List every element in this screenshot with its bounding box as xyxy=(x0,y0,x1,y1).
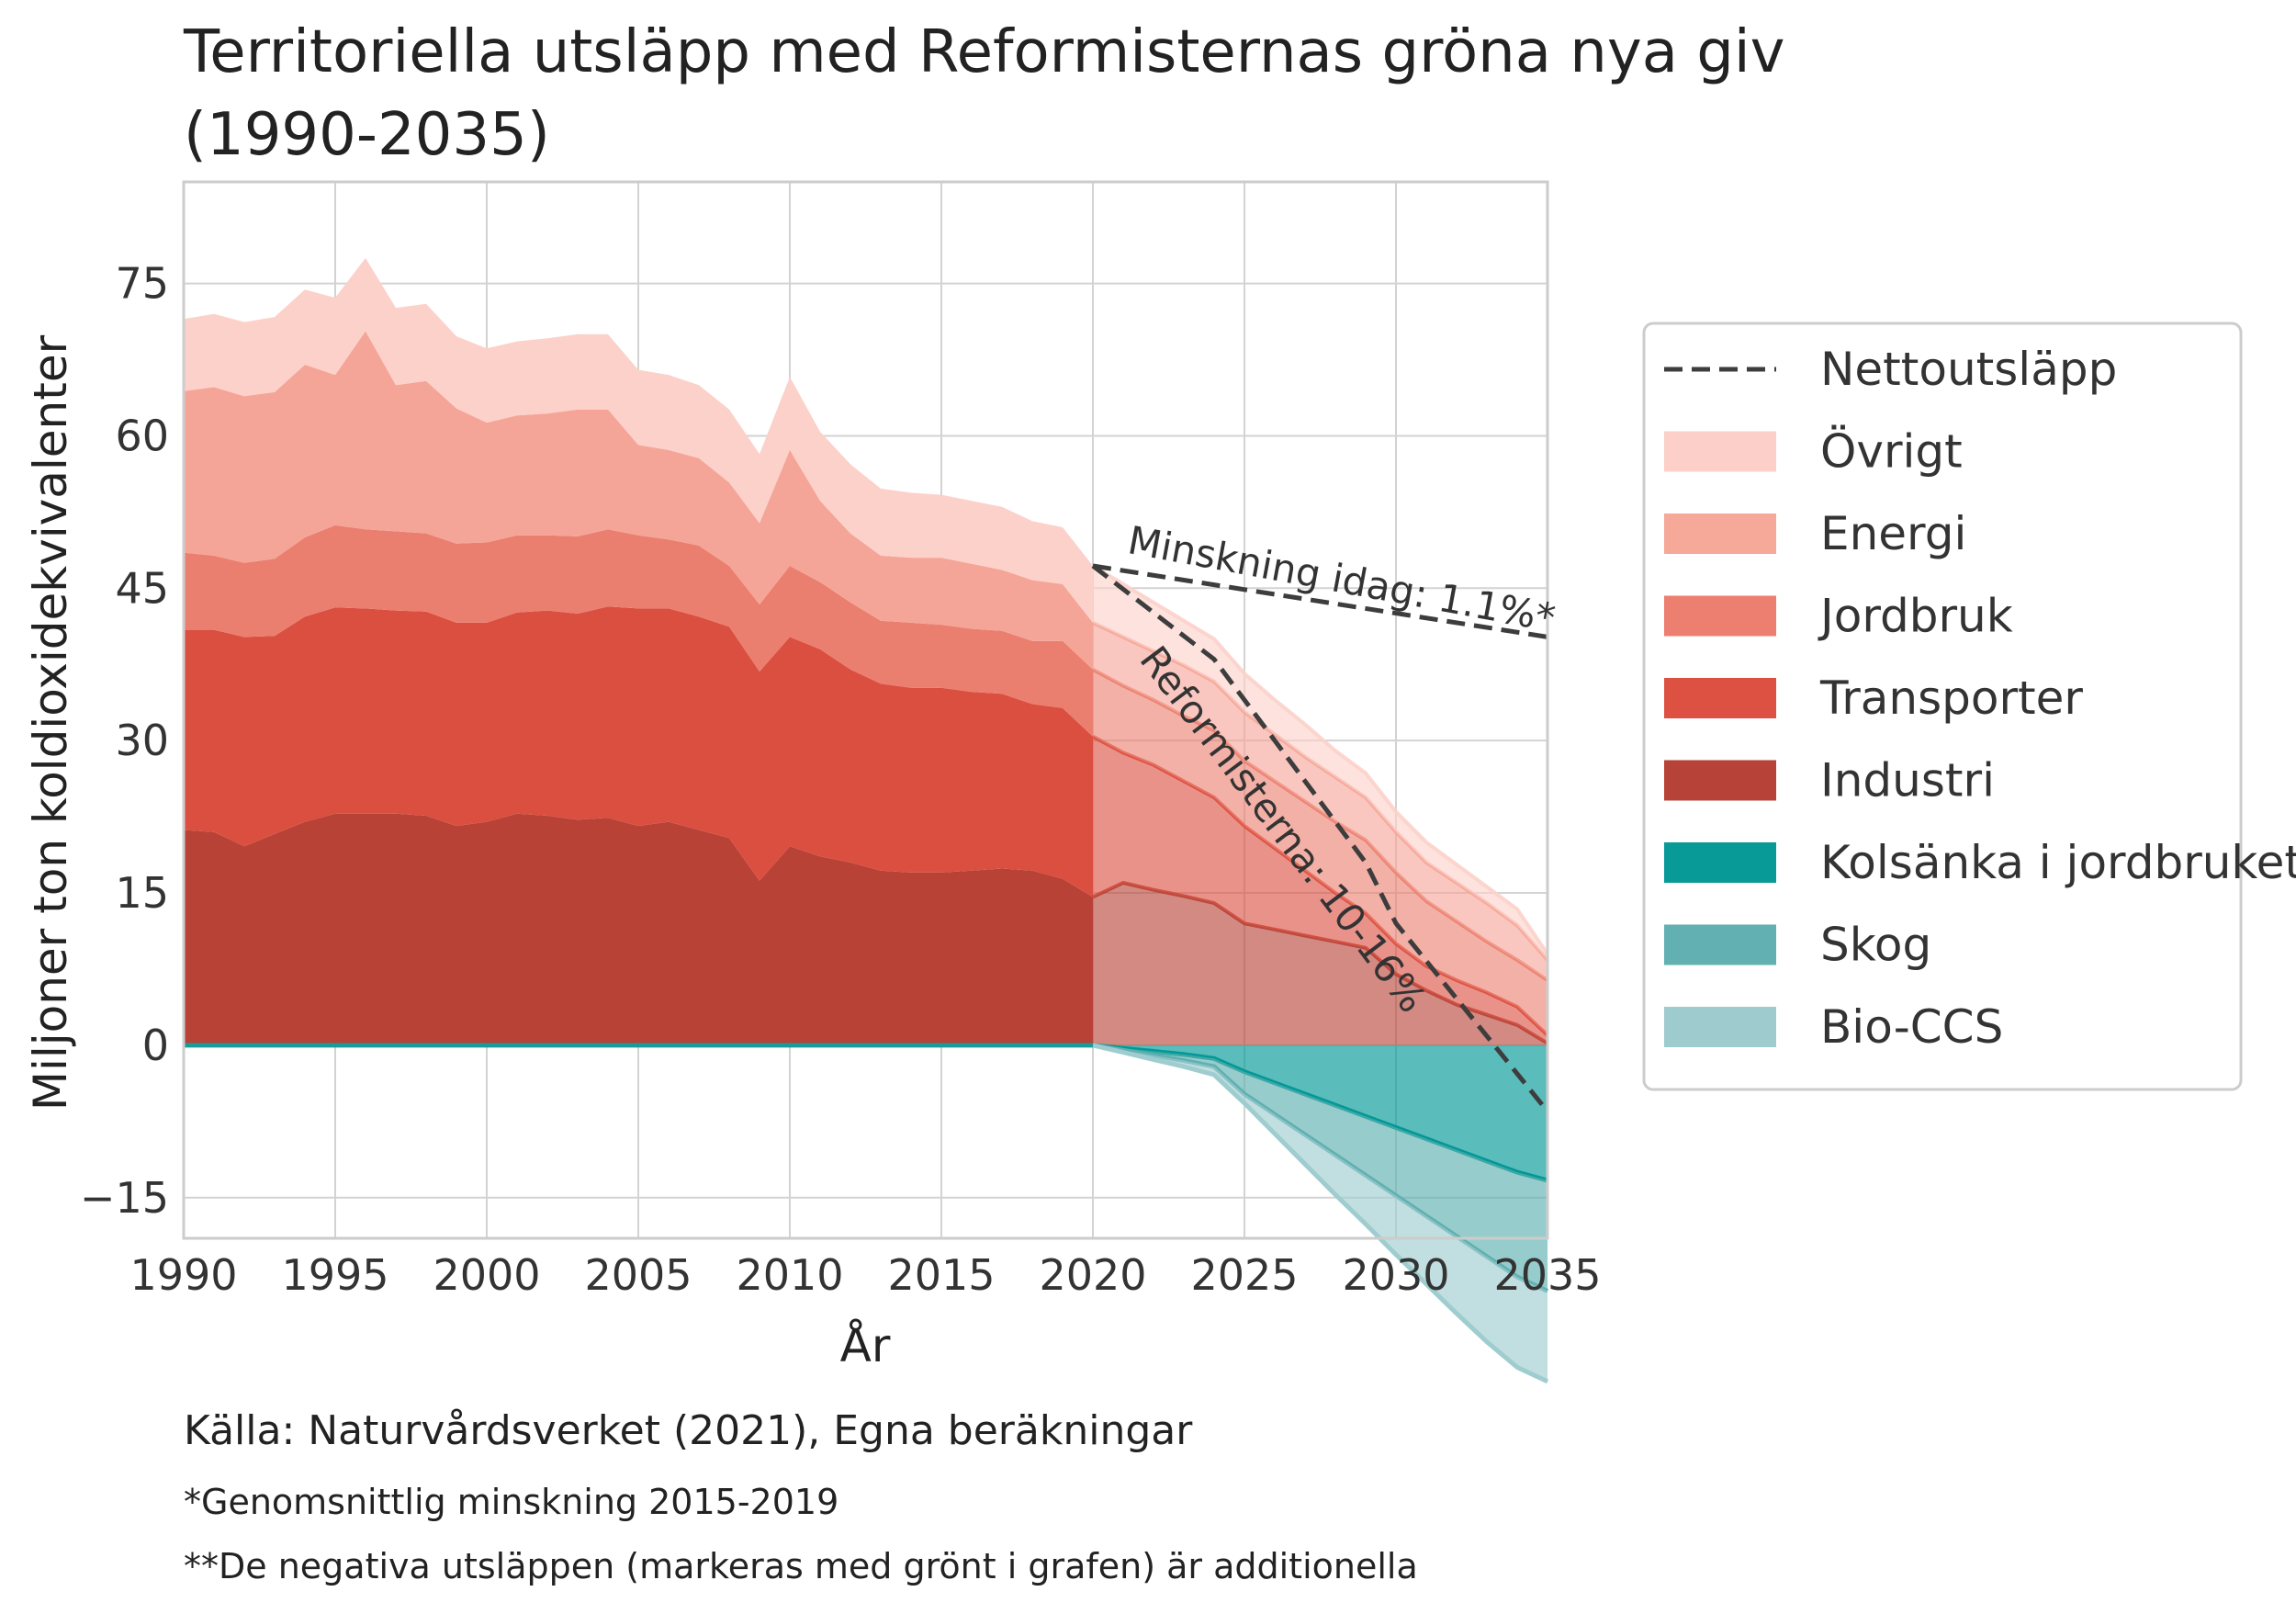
legend-swatch--vrigt xyxy=(1664,431,1776,472)
legend-label-nettoutsl-pp: Nettoutsläpp xyxy=(1820,343,2117,396)
tick-labels: 1990 1995 2000 2005 2010 2015 2020 2025 2030 2035… xyxy=(80,259,1602,1300)
projected-area-transporter xyxy=(1093,736,1548,1044)
negative-area-bio-ccs xyxy=(1093,1044,1548,1382)
x-tick-label: 2010 xyxy=(736,1250,843,1300)
legend-label-bio-ccs: Bio-CCS xyxy=(1820,1000,2003,1054)
area-energi xyxy=(184,331,1093,670)
y-tick-label: 75 xyxy=(115,259,169,309)
x-tick-label: 2005 xyxy=(584,1250,692,1300)
x-tick-label: 1990 xyxy=(129,1250,237,1300)
x-tick-label: 2030 xyxy=(1342,1250,1449,1300)
legend-swatch-kols-nka-i-jordbruket xyxy=(1664,842,1776,883)
x-tick-label: 2025 xyxy=(1190,1250,1298,1300)
projected-edge--vrigt xyxy=(1091,564,1549,955)
y-tick-label: −15 xyxy=(80,1173,169,1223)
projected-area-industri xyxy=(1093,883,1548,1045)
source-note: Källa: Naturvårdsverket (2021), Egna ber… xyxy=(184,1407,1193,1454)
chart-title: Territoriella utsläpp med Reformisternas… xyxy=(183,18,1785,86)
line-layers xyxy=(184,563,1549,1113)
plot-border xyxy=(182,180,1549,1240)
legend: Nettoutsläpp Övrigt Energi Jordbruk Transpor… xyxy=(1642,322,2296,1091)
x-tick-label: 1995 xyxy=(281,1250,388,1300)
plot-frame xyxy=(182,180,1549,1240)
y-tick-label: 45 xyxy=(115,563,169,613)
y-tick-label: 30 xyxy=(115,716,169,765)
footnote-1: *Genomsnittlig minskning 2015-2019 xyxy=(184,1482,838,1522)
legend-label-kols-nka-i-jordbruket: Kolsänka i jordbruket xyxy=(1820,836,2296,889)
trend-line-today xyxy=(1092,563,1548,639)
y-tick-label: 15 xyxy=(115,868,169,918)
x-axis-label: År xyxy=(840,1319,891,1372)
legend-swatch-transporter xyxy=(1664,678,1776,718)
area-jordbruk xyxy=(184,525,1093,737)
legend-swatch-energi xyxy=(1664,514,1776,554)
legend-label--vrigt: Övrigt xyxy=(1820,425,1963,479)
area-layers xyxy=(184,257,1549,1384)
footnote-2: **De negativa utsläppen (markeras med gr… xyxy=(184,1546,1418,1586)
legend-label-skog: Skog xyxy=(1820,919,1931,972)
area-industri xyxy=(184,813,1093,1045)
legend-swatch-industri xyxy=(1664,760,1776,801)
y-axis-label: Miljoner ton koldioxidekvivalenter xyxy=(24,334,77,1111)
legend-label-transporter: Transporter xyxy=(1819,672,2083,725)
x-tick-label: 2020 xyxy=(1039,1250,1146,1300)
net-emissions-line xyxy=(1091,564,1549,1113)
y-tick-label: 0 xyxy=(142,1021,169,1070)
negative-area-kols-nka-i-jordbruket xyxy=(1093,1044,1548,1180)
x-tick-label: 2035 xyxy=(1493,1250,1601,1300)
x-tick-label: 2015 xyxy=(887,1250,995,1300)
legend-label-industri: Industri xyxy=(1820,754,1995,807)
legend-swatch-jordbruk xyxy=(1664,595,1776,637)
legend-label-jordbruk: Jordbruk xyxy=(1818,590,2013,643)
legend-label-energi: Energi xyxy=(1820,507,1966,560)
legend-swatch-bio-ccs xyxy=(1664,1007,1776,1047)
projected-area--vrigt xyxy=(1093,566,1548,960)
y-tick-label: 60 xyxy=(115,411,169,460)
projected-area-jordbruk xyxy=(1093,669,1548,1035)
chart-title-years: (1990-2035) xyxy=(184,101,550,169)
legend-swatch-skog xyxy=(1664,924,1776,965)
area--vrigt xyxy=(184,257,1093,623)
projected-area-energi xyxy=(1093,622,1548,981)
x-tick-label: 2000 xyxy=(433,1250,540,1300)
legend-box xyxy=(1642,322,2243,1091)
area-transporter xyxy=(184,606,1093,897)
negative-edge-bio-ccs xyxy=(1092,1043,1549,1384)
